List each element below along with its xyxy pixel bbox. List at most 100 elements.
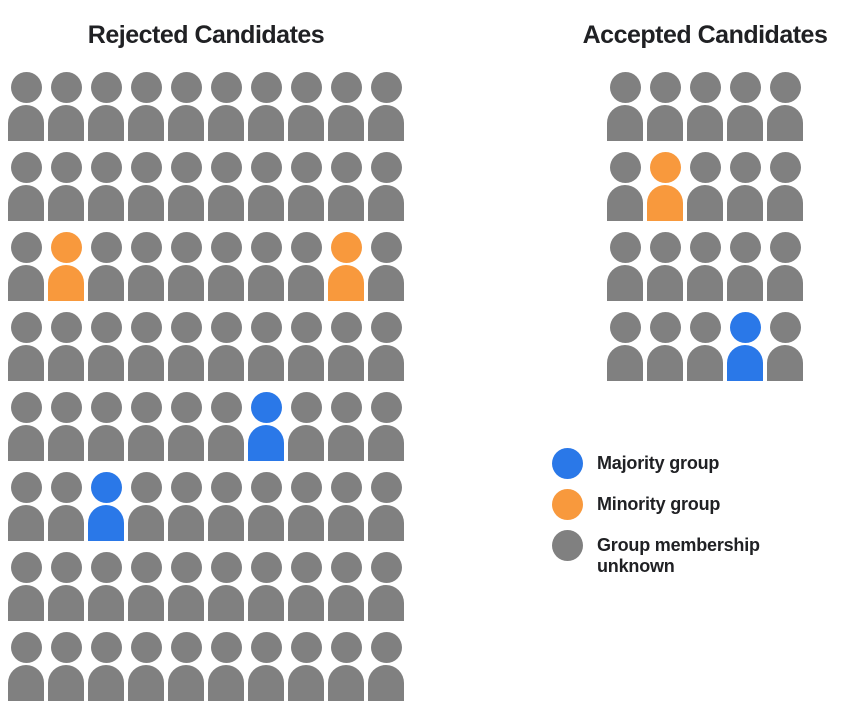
- person-head: [50, 472, 82, 503]
- person-icon: [727, 152, 763, 221]
- person-icon: [48, 312, 84, 381]
- person-icon: [368, 632, 404, 701]
- person-icon: [48, 392, 84, 461]
- person-icon: [368, 552, 404, 621]
- person-torso: [88, 105, 124, 141]
- person-torso: [168, 585, 204, 621]
- person-icon: [248, 312, 284, 381]
- person-torso: [88, 665, 124, 701]
- person-icon: [208, 152, 244, 221]
- person-torso: [168, 345, 204, 381]
- person-torso: [8, 185, 44, 221]
- person-icon: [8, 72, 44, 141]
- person-head: [170, 472, 202, 503]
- person-torso: [328, 425, 364, 461]
- person-icon: [88, 552, 124, 621]
- person-torso: [288, 505, 324, 541]
- person-head: [50, 232, 82, 263]
- person-head: [250, 472, 282, 503]
- person-head: [90, 392, 122, 423]
- person-head: [370, 232, 402, 263]
- person-icon: [248, 232, 284, 301]
- person-head: [130, 232, 162, 263]
- person-torso: [647, 345, 683, 381]
- rejected-candidates-title: Rejected Candidates: [87, 21, 325, 49]
- person-torso: [48, 185, 84, 221]
- person-torso: [368, 265, 404, 301]
- person-torso: [248, 585, 284, 621]
- person-head: [290, 72, 322, 103]
- person-icon: [48, 472, 84, 541]
- person-head: [330, 552, 362, 583]
- person-head: [210, 392, 242, 423]
- person-head: [210, 312, 242, 343]
- person-head: [50, 392, 82, 423]
- person-torso: [48, 265, 84, 301]
- person-head: [90, 72, 122, 103]
- person-head: [170, 312, 202, 343]
- person-torso: [168, 505, 204, 541]
- person-head: [609, 72, 641, 103]
- person-icon: [328, 312, 364, 381]
- person-head: [330, 392, 362, 423]
- person-torso: [8, 425, 44, 461]
- person-head: [649, 152, 681, 183]
- person-torso: [328, 505, 364, 541]
- person-icon: [8, 552, 44, 621]
- person-head: [130, 632, 162, 663]
- person-torso: [8, 345, 44, 381]
- legend-item-majority: Majority group: [552, 448, 797, 479]
- person-head: [170, 232, 202, 263]
- person-head: [649, 72, 681, 103]
- person-head: [210, 552, 242, 583]
- person-head: [649, 312, 681, 343]
- person-torso: [248, 265, 284, 301]
- person-torso: [727, 185, 763, 221]
- person-torso: [328, 105, 364, 141]
- person-torso: [248, 185, 284, 221]
- person-torso: [8, 505, 44, 541]
- person-icon: [368, 392, 404, 461]
- person-head: [210, 632, 242, 663]
- person-icon: [288, 152, 324, 221]
- person-icon: [168, 392, 204, 461]
- person-torso: [767, 345, 803, 381]
- person-torso: [687, 265, 723, 301]
- person-icon: [208, 552, 244, 621]
- person-head: [729, 312, 761, 343]
- person-head: [290, 392, 322, 423]
- person-icon: [328, 552, 364, 621]
- person-icon: [248, 152, 284, 221]
- person-icon: [687, 232, 723, 301]
- person-head: [10, 552, 42, 583]
- person-icon: [607, 72, 643, 141]
- person-torso: [168, 425, 204, 461]
- person-icon: [208, 392, 244, 461]
- person-torso: [687, 185, 723, 221]
- person-torso: [248, 425, 284, 461]
- person-head: [50, 72, 82, 103]
- person-torso: [328, 185, 364, 221]
- person-icon: [328, 72, 364, 141]
- person-head: [649, 232, 681, 263]
- person-icon: [368, 232, 404, 301]
- person-icon: [128, 152, 164, 221]
- person-torso: [767, 185, 803, 221]
- person-torso: [248, 665, 284, 701]
- person-head: [729, 152, 761, 183]
- person-torso: [48, 665, 84, 701]
- person-torso: [248, 105, 284, 141]
- person-torso: [128, 425, 164, 461]
- person-head: [330, 472, 362, 503]
- person-head: [250, 392, 282, 423]
- person-head: [130, 72, 162, 103]
- person-head: [250, 232, 282, 263]
- person-torso: [767, 265, 803, 301]
- person-torso: [647, 265, 683, 301]
- person-torso: [48, 425, 84, 461]
- person-icon: [48, 632, 84, 701]
- person-head: [250, 632, 282, 663]
- person-head: [10, 312, 42, 343]
- person-torso: [727, 345, 763, 381]
- person-torso: [767, 105, 803, 141]
